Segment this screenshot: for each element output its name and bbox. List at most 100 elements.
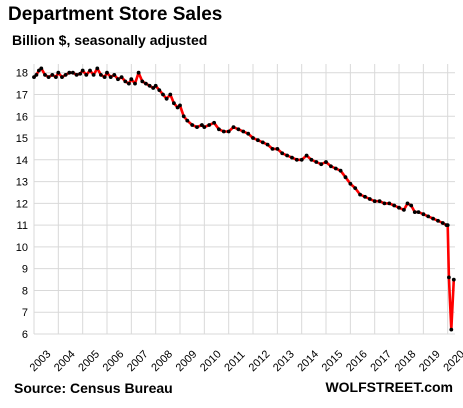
data-point <box>99 73 103 77</box>
data-point <box>319 162 324 167</box>
data-point <box>168 92 173 97</box>
data-point <box>202 125 207 129</box>
grid-lines <box>33 64 455 335</box>
x-tick-label: 2007 <box>125 348 151 374</box>
data-point <box>63 73 68 77</box>
y-tick-label: 16 <box>16 111 28 123</box>
data-point <box>405 201 410 206</box>
data-point <box>71 70 75 75</box>
data-point <box>178 103 182 108</box>
data-point <box>436 218 440 223</box>
data-point <box>447 275 451 280</box>
data-point <box>157 88 162 92</box>
data-point <box>56 70 61 75</box>
data-point <box>43 73 47 77</box>
data-point <box>270 147 275 151</box>
chart-title: Department Store Sales <box>8 4 223 25</box>
x-tick-label: 2018 <box>393 348 419 374</box>
data-point <box>387 201 392 206</box>
x-tick-label: 2017 <box>368 348 394 374</box>
data-point <box>172 101 176 106</box>
y-tick-label: 17 <box>16 89 28 101</box>
data-point <box>440 221 445 225</box>
data-point <box>304 153 309 158</box>
x-tick-label: 2003 <box>28 348 54 374</box>
x-tick-label: 2020 <box>441 348 463 374</box>
y-tick-label: 12 <box>16 198 28 210</box>
y-tick-label: 13 <box>16 177 28 189</box>
data-point <box>426 214 431 219</box>
data-point <box>412 210 417 215</box>
data-point <box>397 205 401 210</box>
data-point <box>431 216 435 221</box>
data-point <box>80 68 85 73</box>
data-point <box>129 77 134 82</box>
data-point <box>153 83 158 88</box>
data-point <box>123 79 128 84</box>
data-point <box>212 120 217 125</box>
data-point <box>246 131 251 136</box>
data-point <box>181 114 186 119</box>
data-point <box>363 194 367 199</box>
data-point <box>226 129 231 134</box>
data-point <box>382 201 387 206</box>
data-point <box>343 175 348 180</box>
data-point <box>108 75 113 79</box>
x-tick-label: 2019 <box>417 348 443 374</box>
x-tick-label: 2010 <box>198 348 224 374</box>
data-point <box>185 118 190 123</box>
data-point <box>136 70 141 75</box>
data-point <box>445 223 450 228</box>
data-point <box>329 164 333 169</box>
brand-label: WOLFSTREET.com <box>325 379 453 395</box>
data-point <box>275 147 280 151</box>
data-point <box>324 160 328 164</box>
data-point <box>207 123 212 127</box>
x-tick-label: 2004 <box>52 348 78 374</box>
x-tick-label: 2008 <box>149 348 175 374</box>
data-point <box>260 140 265 145</box>
data-point <box>133 81 137 86</box>
data-point <box>338 168 343 173</box>
data-point <box>190 123 195 127</box>
data-point <box>140 79 145 84</box>
data-point <box>299 157 304 162</box>
source-note: Source: Census Bureau <box>14 380 173 396</box>
y-tick-label: 11 <box>17 220 28 232</box>
data-point <box>84 73 89 77</box>
data-point <box>231 125 236 129</box>
data-point <box>144 81 148 86</box>
y-tick-label: 15 <box>16 133 28 145</box>
data-point <box>280 151 285 156</box>
data-point <box>392 203 397 208</box>
data-point <box>78 71 83 76</box>
data-point <box>353 186 358 191</box>
data-point <box>309 157 314 162</box>
sales-series <box>32 66 456 332</box>
data-point <box>221 129 226 134</box>
chart-subtitle: Billion $, seasonally adjusted <box>12 32 208 48</box>
data-point <box>251 136 255 140</box>
x-tick-label: 2009 <box>174 348 200 374</box>
data-point <box>333 166 338 171</box>
y-tick-label: 8 <box>22 285 28 297</box>
data-point <box>147 83 152 88</box>
data-point <box>67 70 72 75</box>
data-point <box>265 142 270 147</box>
data-point <box>236 127 241 132</box>
y-tick-label: 14 <box>16 155 28 167</box>
data-point <box>88 68 92 73</box>
data-point <box>314 160 319 164</box>
y-tick-label: 9 <box>22 264 28 276</box>
data-point <box>372 199 377 204</box>
data-point <box>285 153 289 158</box>
y-tick-label: 18 <box>16 68 28 80</box>
data-point <box>402 208 406 212</box>
data-point <box>151 86 156 90</box>
data-point <box>102 75 107 79</box>
x-tick-label: 2005 <box>76 348 102 374</box>
data-point <box>348 181 353 186</box>
data-point <box>126 81 131 86</box>
data-point <box>105 70 109 75</box>
